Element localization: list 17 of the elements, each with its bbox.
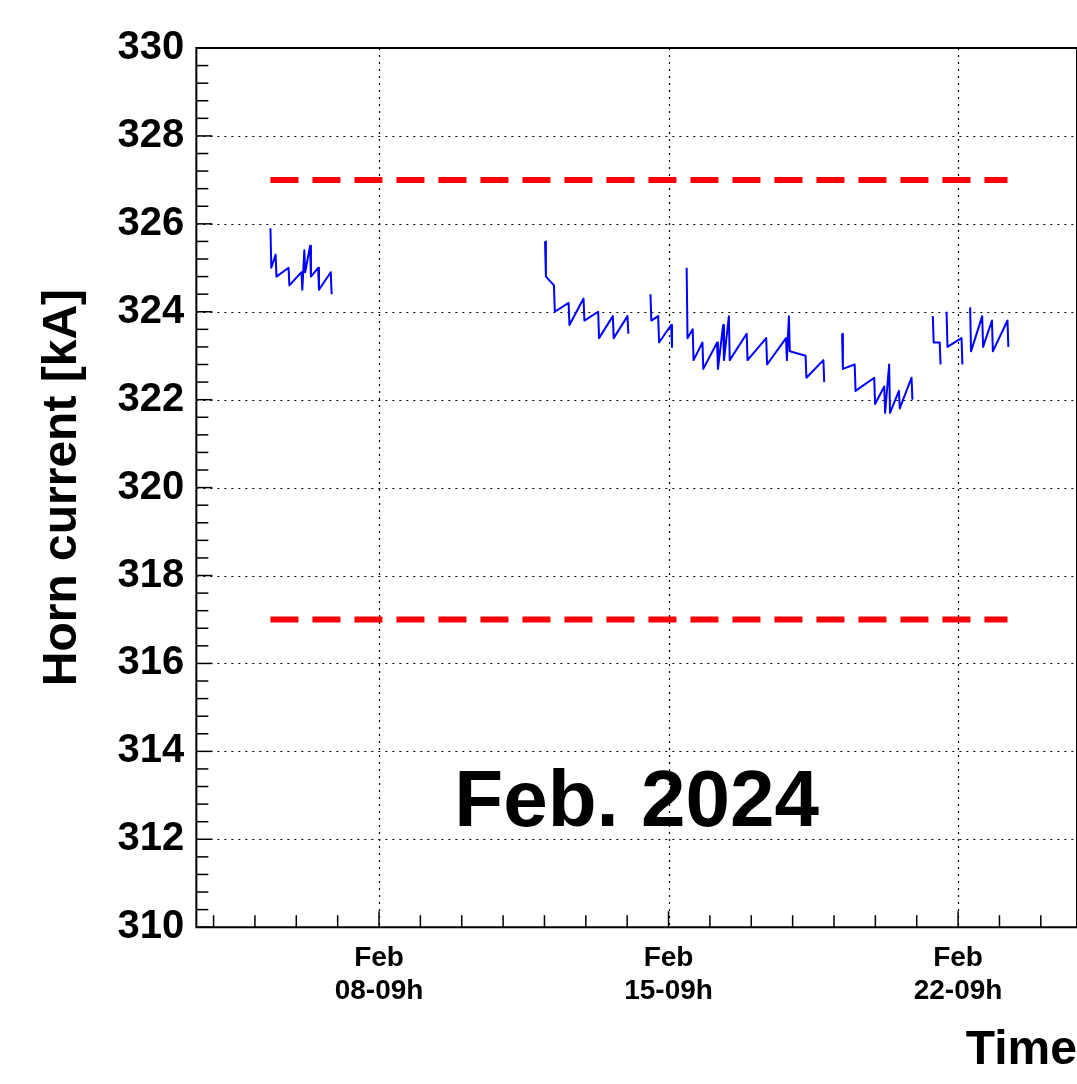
- y-tick-label: 310: [117, 902, 185, 947]
- y-tick-label: 326: [117, 198, 185, 243]
- x-tick-label: Feb 15-09h: [624, 940, 713, 1006]
- y-tick-label: 328: [117, 110, 185, 155]
- y-tick-label: 312: [117, 814, 185, 859]
- x-tick-label: Feb 08-09h: [334, 940, 424, 1006]
- y-tick-label: 330: [117, 23, 185, 68]
- y-tick-label: 316: [117, 638, 185, 683]
- annotation: Feb. 2024: [454, 754, 820, 844]
- y-axis-title: Horn current [kA]: [33, 288, 87, 687]
- y-tick-label: 318: [117, 550, 185, 595]
- y-tick-label: 324: [117, 286, 186, 331]
- y-tick-label: 314: [117, 726, 186, 771]
- x-axis-title: Time: [965, 1021, 1077, 1075]
- x-tick-label: Feb 22-09h: [913, 940, 1003, 1006]
- y-tick-label: 320: [117, 462, 185, 507]
- y-tick-label: 322: [117, 374, 185, 419]
